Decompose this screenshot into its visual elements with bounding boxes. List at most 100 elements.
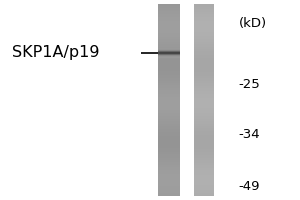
Bar <box>158 159 180 160</box>
Bar <box>158 145 180 146</box>
Bar <box>194 166 214 167</box>
Bar <box>194 151 214 152</box>
Bar <box>158 61 180 62</box>
Bar <box>194 66 214 67</box>
Bar <box>158 32 180 33</box>
Bar <box>194 141 214 142</box>
Bar <box>194 89 214 90</box>
Bar <box>158 118 180 119</box>
Bar <box>158 187 180 188</box>
Bar <box>194 183 214 184</box>
Bar <box>158 45 180 46</box>
Bar <box>158 154 180 155</box>
Bar <box>194 85 214 86</box>
Bar <box>158 166 180 167</box>
Bar <box>194 72 214 73</box>
Bar <box>194 56 214 57</box>
Bar <box>194 155 214 156</box>
Bar <box>194 70 214 71</box>
Bar <box>158 37 180 38</box>
Bar <box>158 38 180 39</box>
Bar <box>194 125 214 126</box>
Bar <box>194 107 214 108</box>
Bar <box>194 133 214 134</box>
Bar <box>158 11 180 12</box>
Bar <box>158 141 180 142</box>
Bar <box>194 100 214 101</box>
Bar <box>158 115 180 116</box>
Bar <box>194 168 214 169</box>
Bar <box>194 184 214 185</box>
Text: (kD): (kD) <box>238 18 267 30</box>
Bar <box>194 175 214 176</box>
Bar <box>158 94 180 95</box>
Bar <box>158 170 180 171</box>
Bar <box>158 159 180 160</box>
Bar <box>158 51 180 52</box>
Bar <box>194 77 214 78</box>
Bar <box>194 91 214 92</box>
Bar <box>158 74 180 75</box>
Bar <box>158 168 180 169</box>
Bar <box>158 45 180 46</box>
Bar <box>194 115 214 116</box>
Bar <box>194 182 214 183</box>
Bar <box>194 52 214 53</box>
Bar <box>194 113 214 114</box>
Bar <box>194 161 214 162</box>
Bar <box>158 29 180 30</box>
Bar <box>194 149 214 150</box>
Bar <box>158 52 180 53</box>
Bar <box>158 109 180 110</box>
Text: -34: -34 <box>238 128 260 140</box>
Bar <box>194 125 214 126</box>
Bar <box>194 164 214 165</box>
Bar <box>194 51 214 52</box>
Bar <box>194 189 214 190</box>
Bar <box>158 54 180 55</box>
Bar <box>194 82 214 83</box>
Bar <box>158 102 180 103</box>
Bar <box>158 179 180 180</box>
Bar <box>158 12 180 13</box>
Bar <box>158 52 180 53</box>
Bar <box>158 38 180 39</box>
Bar <box>194 70 214 71</box>
Bar <box>158 36 180 37</box>
Bar <box>158 107 180 108</box>
Bar <box>158 21 180 22</box>
Bar <box>194 140 214 141</box>
Bar <box>158 10 180 11</box>
Bar <box>194 101 214 102</box>
Bar <box>158 52 180 53</box>
Bar <box>158 134 180 135</box>
Bar <box>194 23 214 24</box>
Bar <box>158 55 180 56</box>
Bar <box>194 41 214 42</box>
Bar <box>194 127 214 128</box>
Bar <box>158 125 180 126</box>
Bar <box>158 31 180 32</box>
Bar <box>158 118 180 119</box>
Bar <box>158 134 180 135</box>
Bar <box>158 70 180 71</box>
Bar <box>158 114 180 115</box>
Bar <box>158 153 180 154</box>
Bar <box>194 163 214 164</box>
Bar <box>158 9 180 10</box>
Bar <box>158 27 180 28</box>
Bar <box>194 16 214 17</box>
Bar <box>194 4 214 5</box>
Bar <box>194 39 214 40</box>
Bar <box>158 143 180 144</box>
Bar <box>194 193 214 194</box>
Bar <box>194 158 214 159</box>
Bar <box>194 180 214 181</box>
Bar <box>158 18 180 19</box>
Bar <box>158 47 180 48</box>
Bar <box>158 54 180 55</box>
Bar <box>194 79 214 80</box>
Bar <box>194 194 214 195</box>
Bar <box>158 124 180 125</box>
Bar <box>194 68 214 69</box>
